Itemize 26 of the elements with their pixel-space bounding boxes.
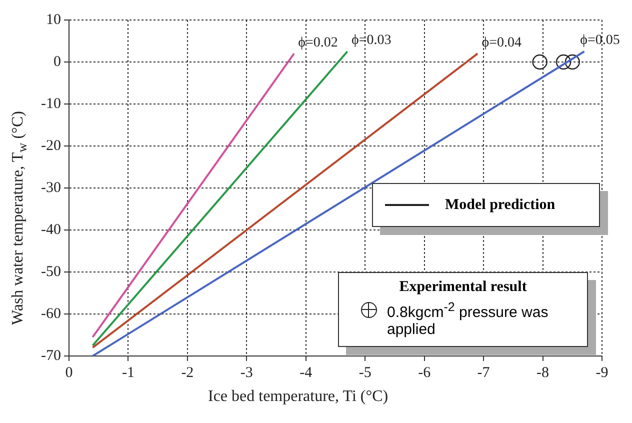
y-tick-label: -70 (40, 348, 61, 364)
y-tick-label: -20 (40, 138, 61, 154)
x-tick-label: -3 (240, 364, 253, 381)
y-tick-label: -40 (40, 222, 61, 238)
x-tick-label: -2 (181, 364, 194, 381)
y-tick-label: -30 (40, 180, 61, 196)
x-tick-label: -5 (358, 364, 372, 381)
x-tick-label: -9 (596, 364, 608, 381)
series-label: ϕ=0.02 (298, 35, 338, 50)
x-tick-label: -6 (418, 364, 432, 381)
annotation: Model prediction (445, 196, 556, 214)
series-label: ϕ=0.03 (351, 33, 392, 48)
y-tick-label: 0 (53, 54, 61, 70)
x-tick-label: -8 (536, 364, 550, 381)
series-label: ϕ=0.04 (482, 35, 522, 50)
x-tick-label: -4 (300, 364, 313, 381)
series-label: ϕ=0.05 (580, 33, 620, 48)
x-axis-title: Ice bed temperature, Ti (°C) (208, 388, 388, 406)
annotation: Experimental result (398, 279, 528, 296)
x-tick-label: -1 (122, 364, 134, 381)
x-tick-label: 0 (65, 364, 73, 381)
y-tick-label: -50 (40, 264, 61, 280)
x-tick-label: -7 (477, 364, 490, 381)
y-tick-label: 10 (46, 12, 61, 28)
y-tick-label: -10 (40, 96, 61, 112)
y-tick-label: -60 (40, 306, 61, 322)
